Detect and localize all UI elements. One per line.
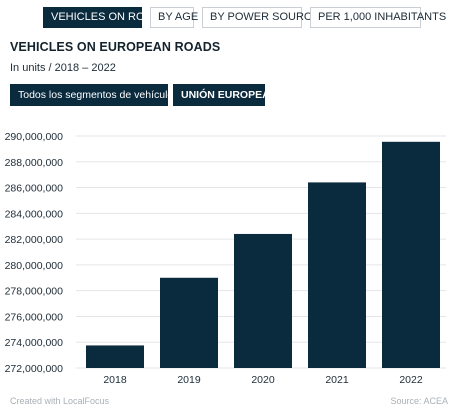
region-dropdown-label: UNIÓN EUROPEA: [181, 89, 270, 101]
region-dropdown[interactable]: UNIÓN EUROPEA: [173, 84, 270, 106]
x-axis-ticks: 2018 2019 2020 2021 2022: [103, 374, 423, 386]
tab-per-1000-inhabitants[interactable]: PER 1,000 INHABITANTS: [310, 7, 446, 28]
bars: [86, 141, 440, 368]
y-tick-label: 284,000,000: [5, 208, 64, 220]
tab-vehicles-on-roads[interactable]: VEHICLES ON ROADS: [43, 7, 167, 28]
credit-text: Created with LocalFocus: [10, 396, 110, 406]
bar-2021[interactable]: [308, 182, 366, 368]
chart-subtitle: In units / 2018 – 2022: [10, 62, 116, 74]
y-tick-label: 272,000,000: [5, 363, 64, 375]
y-axis-ticks: 272,000,000 274,000,000 276,000,000 278,000…: [5, 131, 64, 375]
x-tick-label: 2020: [251, 374, 275, 386]
y-tick-label: 280,000,000: [5, 260, 64, 272]
x-tick-label: 2019: [177, 374, 201, 386]
chart-title: VEHICLES ON EUROPEAN ROADS: [10, 40, 221, 54]
bar-2020[interactable]: [234, 233, 292, 368]
y-tick-label: 278,000,000: [5, 286, 64, 298]
x-tick-label: 2018: [103, 374, 127, 386]
x-tick-label: 2021: [325, 374, 349, 386]
y-tick-label: 276,000,000: [5, 311, 64, 323]
y-tick-label: 288,000,000: [5, 157, 64, 169]
bar-chart: 272,000,000 274,000,000 276,000,000 278,000…: [5, 131, 446, 386]
segment-dropdown[interactable]: Todos los segmentos de vehículos: [10, 84, 179, 106]
view-tabs: VEHICLES ON ROADS BY AGE BY POWER SOURCE…: [43, 7, 446, 28]
x-tick-label: 2022: [399, 374, 423, 386]
y-tick-label: 282,000,000: [5, 234, 64, 246]
source-text: Source: ACEA: [390, 396, 448, 406]
bar-2019[interactable]: [160, 277, 218, 368]
y-tick-label: 290,000,000: [5, 131, 64, 143]
bar-2018[interactable]: [86, 345, 144, 368]
bar-2022[interactable]: [382, 141, 440, 368]
tab-by-age[interactable]: BY AGE: [150, 7, 198, 28]
y-tick-label: 274,000,000: [5, 337, 64, 349]
y-tick-label: 286,000,000: [5, 183, 64, 195]
segment-dropdown-label: Todos los segmentos de vehículos: [18, 89, 179, 101]
tab-by-power-source[interactable]: BY POWER SOURCE: [202, 7, 319, 28]
